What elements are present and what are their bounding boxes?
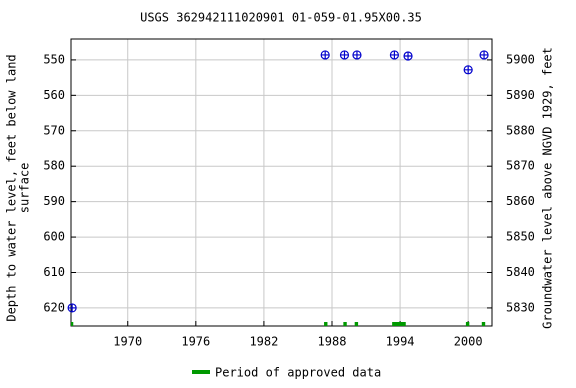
y2-tick-label: 5890 bbox=[506, 88, 535, 102]
approved-period bbox=[324, 322, 328, 326]
approved-period bbox=[465, 322, 470, 326]
y-tick-label: 550 bbox=[43, 52, 65, 66]
y2-tick-label: 5840 bbox=[506, 265, 535, 279]
x-tick-label: 1982 bbox=[249, 335, 278, 349]
y-tick-label: 610 bbox=[43, 265, 65, 279]
y2-tick-label: 5860 bbox=[506, 194, 535, 208]
data-point bbox=[403, 51, 413, 61]
x-tick-label: 2000 bbox=[454, 335, 483, 349]
x-tick-label: 1970 bbox=[113, 335, 142, 349]
y-axis-label: Depth to water level, feet below land bbox=[5, 54, 19, 321]
approved-period bbox=[481, 322, 486, 326]
y2-tick-label: 5870 bbox=[506, 159, 535, 173]
y-tick-label: 570 bbox=[43, 123, 65, 137]
x-tick-label: 1976 bbox=[181, 335, 210, 349]
y2-tick-label: 5850 bbox=[506, 230, 535, 244]
approved-period bbox=[354, 322, 359, 326]
data-point bbox=[339, 50, 350, 60]
data-point bbox=[320, 50, 330, 60]
approved-period bbox=[343, 322, 347, 326]
y-tick-label: 590 bbox=[43, 194, 65, 208]
data-point bbox=[352, 50, 362, 60]
approved-period bbox=[392, 322, 406, 326]
approved-period bbox=[71, 322, 74, 326]
y-tick-label: 560 bbox=[43, 88, 65, 102]
y-tick-label: 600 bbox=[43, 230, 65, 244]
data-point bbox=[67, 303, 77, 313]
y-tick-label: 620 bbox=[43, 300, 65, 314]
x-tick-label: 1988 bbox=[318, 335, 347, 349]
data-point bbox=[389, 50, 400, 60]
y-tick-label: 580 bbox=[43, 159, 65, 173]
chart-title: USGS 362942111020901 01-059-01.95X00.35 bbox=[140, 11, 422, 25]
y2-tick-label: 5880 bbox=[506, 123, 535, 137]
data-point bbox=[479, 50, 489, 60]
y2-tick-label: 5900 bbox=[506, 52, 535, 66]
y2-tick-label: 5830 bbox=[506, 300, 535, 314]
plot-frame bbox=[70, 38, 493, 327]
legend-label: Period of approved data bbox=[215, 366, 381, 380]
y2-axis-label: Groundwater level above NGVD 1929, feet bbox=[541, 47, 555, 329]
y-axis-label: surface bbox=[18, 163, 32, 214]
x-tick-label: 1994 bbox=[386, 335, 415, 349]
data-point bbox=[463, 65, 473, 75]
